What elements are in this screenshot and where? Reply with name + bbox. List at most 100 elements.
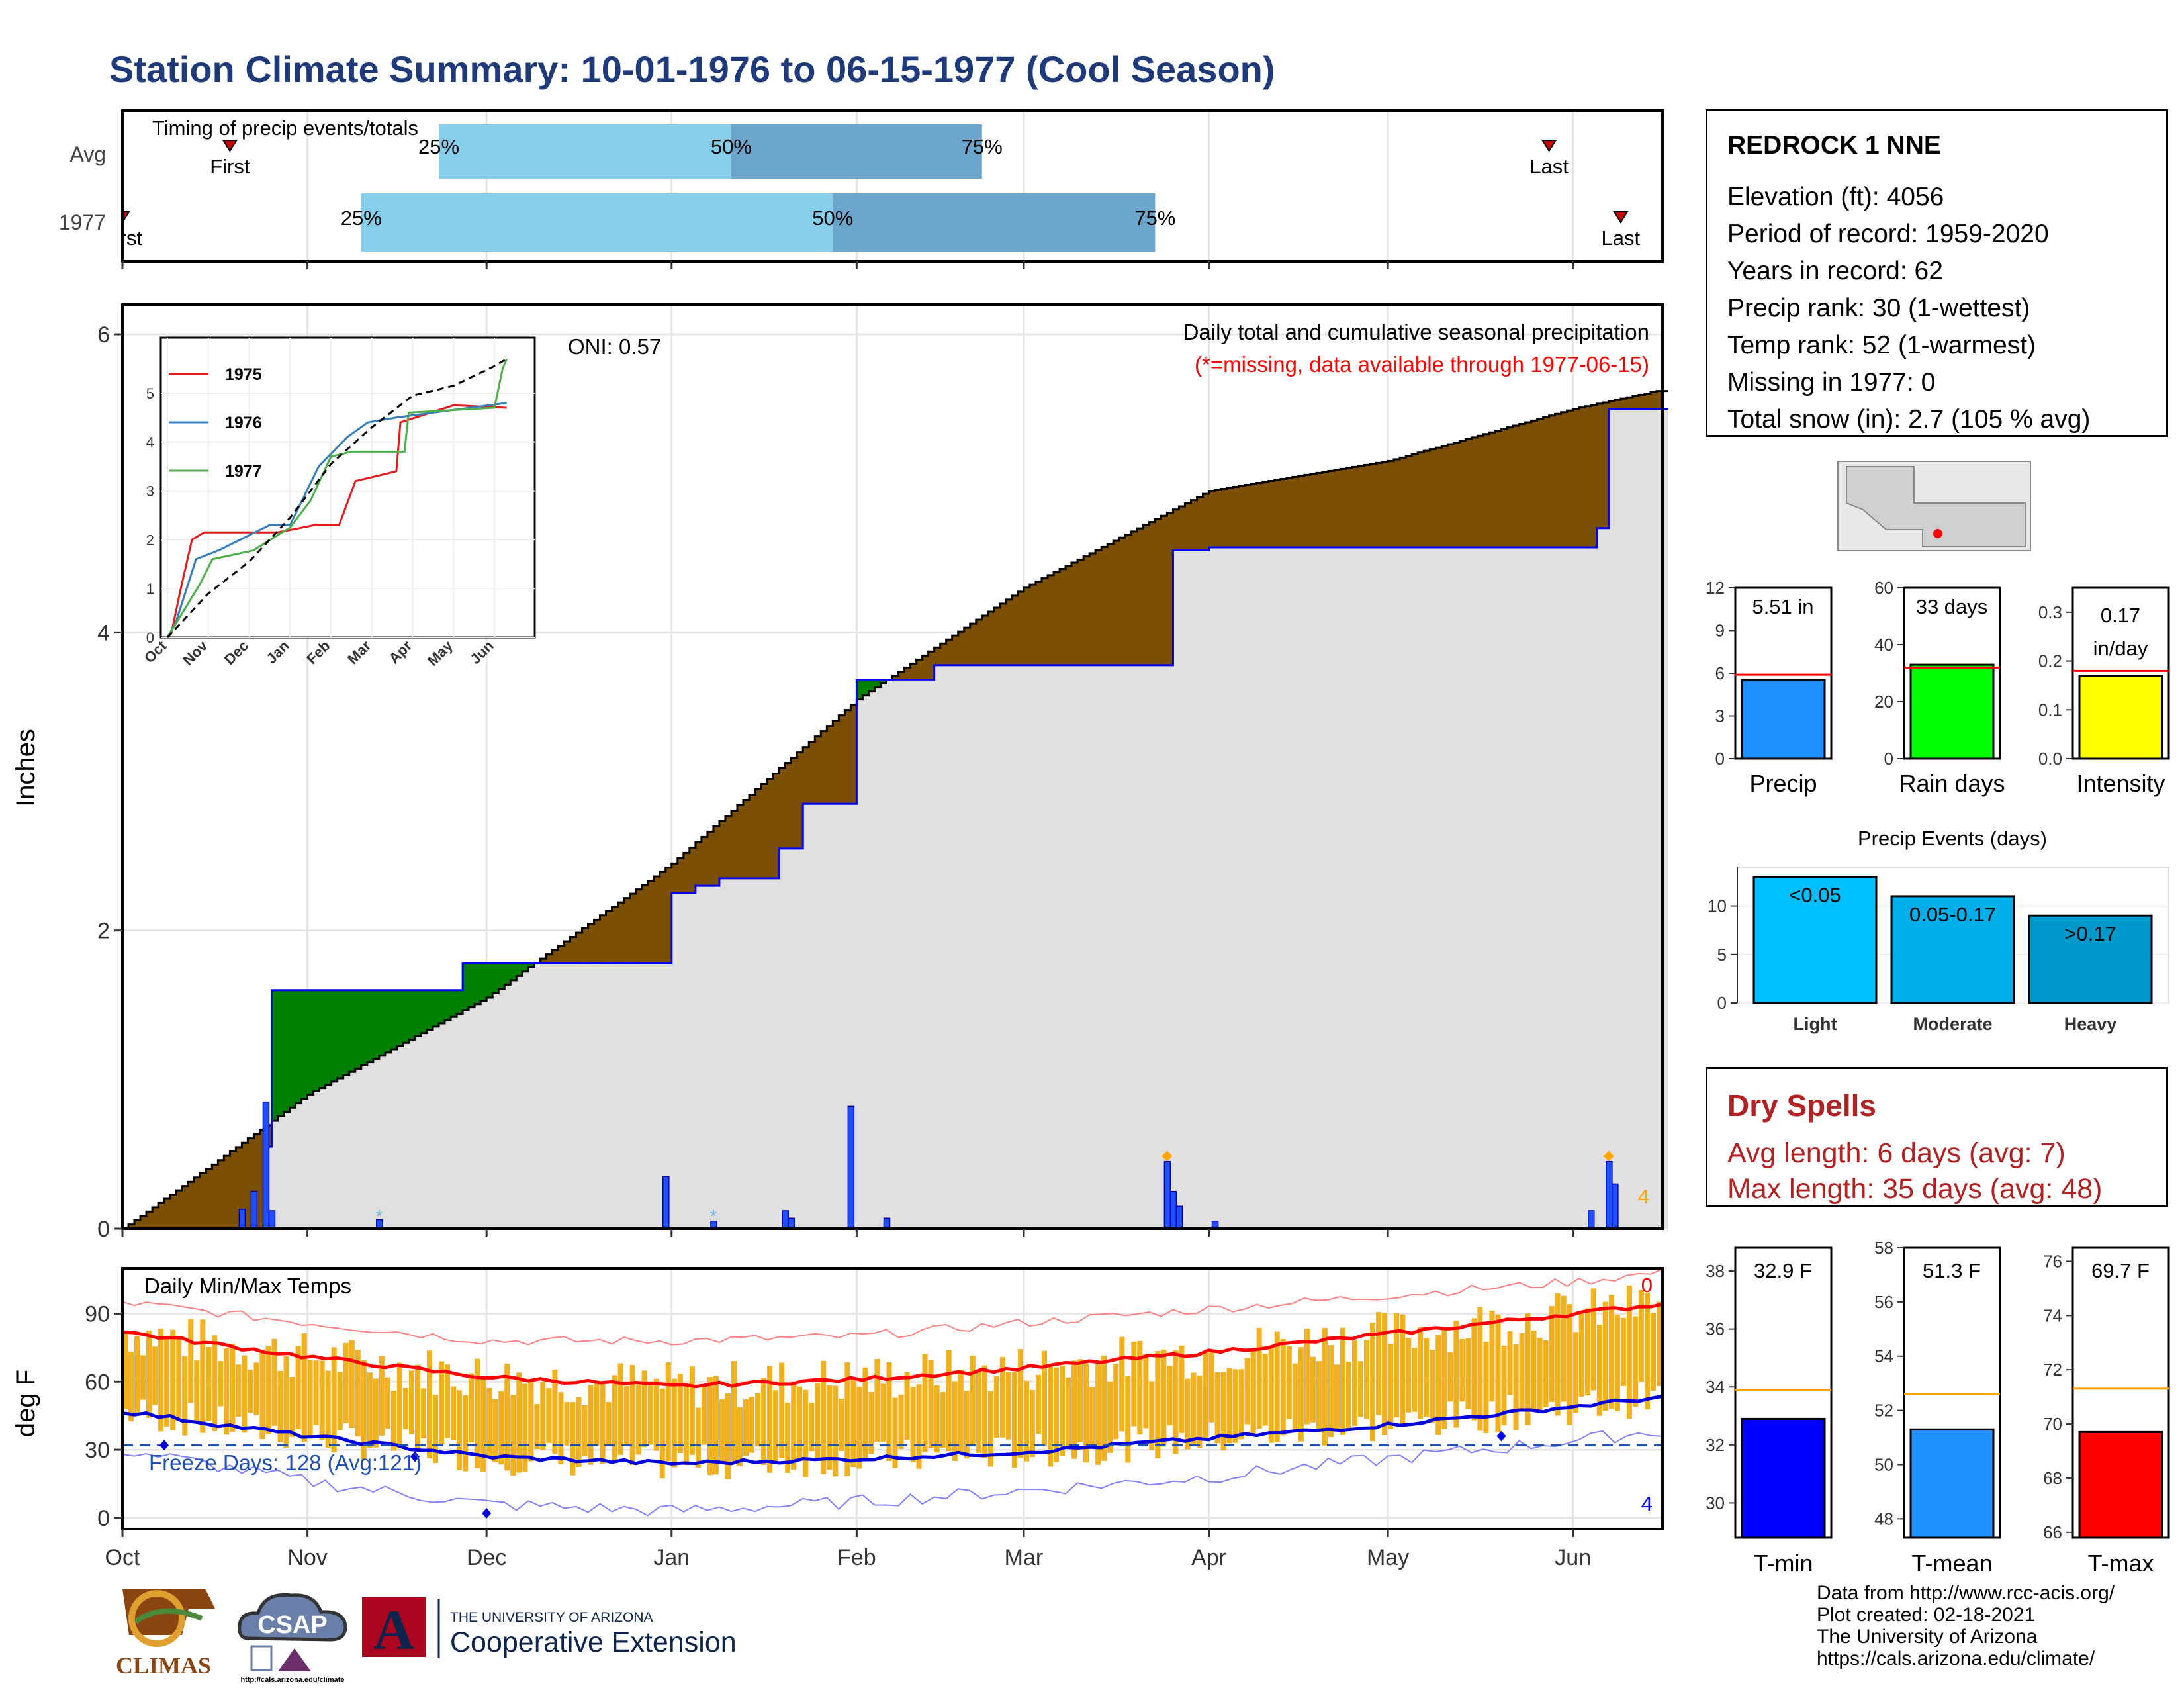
daily-temp-range-bar [1077, 1359, 1083, 1442]
daily-precip-bar [1588, 1210, 1595, 1229]
daily-temp-range-bar [833, 1385, 839, 1477]
daily-temp-range-bar [1507, 1331, 1513, 1395]
deficit-area [1340, 469, 1347, 548]
daily-temp-range-bar [981, 1365, 987, 1458]
mini-value-bar [1741, 1417, 1826, 1539]
deficit-area [1119, 538, 1126, 665]
deficit-area [1584, 406, 1592, 548]
deficit-area [1173, 509, 1180, 551]
daily-temp-range-bar [1537, 1338, 1543, 1411]
inset-y-tick: 2 [146, 532, 154, 548]
daily-temp-range-bar [1005, 1372, 1011, 1440]
deficit-area [1137, 528, 1144, 665]
daily-temp-range-bar [1173, 1350, 1179, 1454]
deficit-area [1023, 587, 1030, 665]
daily-temp-range-bar [463, 1395, 469, 1472]
mini-value-label: in/day [2093, 637, 2148, 660]
daily-temp-range-bar [623, 1385, 629, 1445]
mini-y-tick-label: 0.3 [2038, 602, 2062, 622]
daily-temp-range-bar [731, 1361, 737, 1462]
surplus-area [856, 680, 864, 700]
daily-precip-bar [788, 1217, 795, 1229]
csap-logo: CSAP http://cals.arizona.edu/climate [238, 1593, 347, 1684]
daily-temp-range-bar [337, 1372, 343, 1430]
last-event-label: Last [1602, 226, 1641, 250]
deficit-area [1060, 569, 1066, 665]
deficit-area [1412, 454, 1418, 548]
daily-temp-range-bar [1483, 1342, 1489, 1433]
footer-plot-created: Plot created: 02-18-2021 [1817, 1604, 2036, 1626]
daily-precip-bar [238, 1208, 246, 1229]
daily-temp-range-bar [426, 1350, 433, 1458]
deficit-area [797, 752, 803, 849]
daily-temp-range-bar [1107, 1381, 1113, 1453]
deficit-area [1238, 485, 1246, 548]
daily-temp-range-bar [1513, 1344, 1519, 1430]
events-bar [1890, 895, 2015, 1004]
surplus-area [396, 990, 404, 1047]
timing-row-label-avg: Avg [69, 142, 106, 166]
record-low-marker [1496, 1430, 1506, 1442]
daily-temp-range-bar [987, 1391, 993, 1467]
mini-category-label: Rain days [1899, 770, 2005, 797]
surplus-area [445, 990, 451, 1021]
surplus-area [408, 990, 416, 1040]
deficit-area [1054, 572, 1060, 665]
surplus-area [283, 990, 291, 1112]
deficit-area [629, 894, 637, 964]
daily-temp-range-bar [612, 1375, 617, 1462]
deficit-area [683, 853, 690, 894]
daily-temp-range-bar [265, 1346, 271, 1434]
deficit-area [1328, 471, 1335, 548]
y-tick-label: 4 [97, 620, 110, 645]
daily-temp-range-bar [510, 1395, 516, 1476]
deficit-area [582, 928, 589, 964]
deficit-area [1441, 445, 1448, 548]
deficit-area [1250, 483, 1257, 548]
timing-label-75: 75% [962, 135, 1003, 158]
events-bar-label: 0.05-0.17 [1909, 903, 1996, 926]
surplus-area [271, 990, 279, 1121]
daily-temp-range-bar [761, 1378, 767, 1466]
daily-temp-range-bar [1543, 1340, 1549, 1407]
deficit-area [546, 954, 553, 964]
daily-temp-range-bar [301, 1333, 307, 1442]
deficit-area [1596, 403, 1604, 528]
deficit-area [176, 1190, 183, 1229]
deficit-area [1418, 452, 1424, 548]
deficit-area [731, 810, 738, 878]
daily-temp-range-bar [940, 1392, 946, 1448]
deficit-area [1107, 543, 1114, 665]
daily-temp-range-bar [414, 1364, 420, 1450]
daily-temp-range-bar [570, 1402, 576, 1476]
daily-temp-range-bar [839, 1398, 844, 1451]
mini-y-tick-label: 54 [1874, 1346, 1893, 1366]
deficit-area [1471, 437, 1478, 548]
daily-temp-range-bar [385, 1377, 390, 1429]
daily-temp-range-bar [803, 1389, 809, 1477]
deficit-area [665, 867, 672, 964]
surplus-area [313, 990, 320, 1092]
daily-temp-range-bar [164, 1337, 170, 1427]
deficit-area [1620, 399, 1627, 409]
daily-temp-range-bar [999, 1357, 1005, 1438]
temp-panel: 0 30 60 90 deg F Daily Min/Max Temps Freeze… [11, 1267, 1664, 1531]
deficit-area [970, 624, 977, 665]
inset-legend-label: 1976 [225, 414, 262, 432]
daily-temp-range-bar [1345, 1362, 1351, 1429]
month-label: Nov [287, 1545, 327, 1570]
daily-temp-range-bar [910, 1387, 916, 1462]
daily-temp-range-bar [701, 1386, 707, 1445]
deficit-area [588, 923, 595, 964]
daily-temp-range-bar [188, 1319, 194, 1403]
daily-precip-bar [1169, 1190, 1177, 1229]
deficit-area [1364, 465, 1371, 548]
daily-temp-range-bar [379, 1355, 385, 1436]
daily-temp-range-bar [1388, 1344, 1394, 1429]
temp-lines [122, 1268, 1663, 1519]
events-category-label: Heavy [2064, 1014, 2117, 1034]
events-bar [1752, 876, 1878, 1004]
daily-temp-range-bar [1137, 1340, 1143, 1435]
